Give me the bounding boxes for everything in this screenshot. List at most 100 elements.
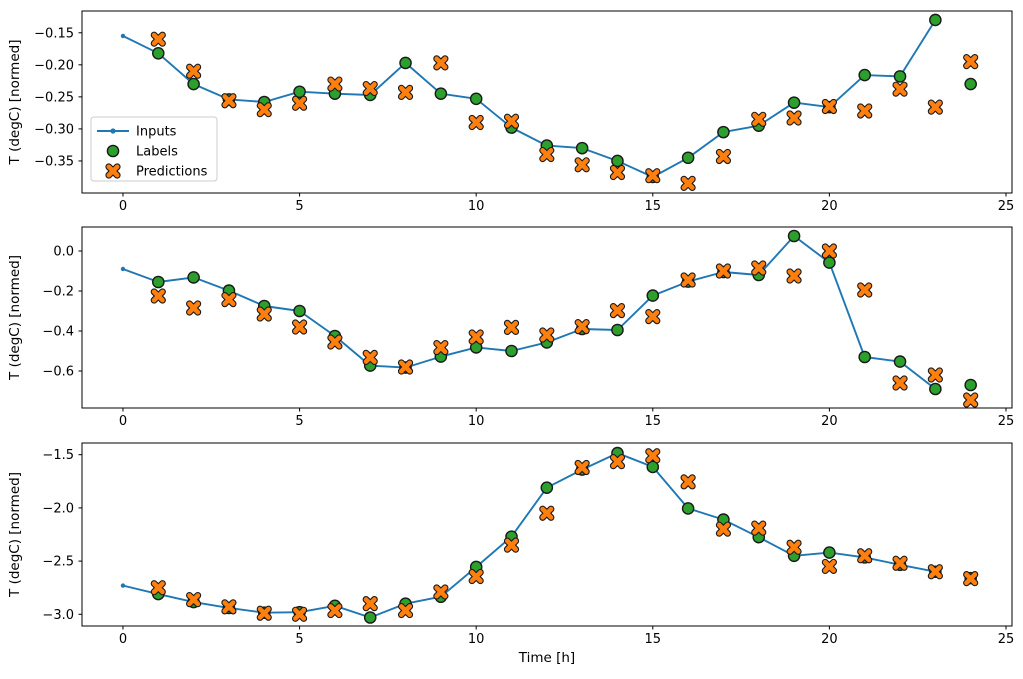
prediction-x-marker-fill bbox=[646, 449, 660, 463]
prediction-x-marker-fill bbox=[434, 585, 448, 599]
prediction-x-marker-fill bbox=[222, 94, 236, 108]
y-tick-label: −0.2 bbox=[42, 285, 74, 300]
label-circle-marker bbox=[858, 68, 872, 82]
predictions-scatter bbox=[150, 31, 979, 191]
y-axis-label: T (degC) [normed] bbox=[7, 255, 23, 381]
y-tick-label: −0.4 bbox=[42, 325, 74, 340]
prediction-x-marker-fill bbox=[505, 538, 519, 552]
prediction-x-marker-fill bbox=[293, 96, 307, 110]
prediction-x-marker-fill bbox=[681, 273, 695, 287]
x-axis-ticks: 0 5 10 15 20 25 bbox=[119, 626, 1014, 647]
prediction-x-marker-fill bbox=[893, 376, 907, 390]
prediction-x-marker-fill bbox=[822, 99, 836, 113]
legend-item-label: Predictions bbox=[136, 165, 208, 180]
prediction-x-marker-fill bbox=[681, 475, 695, 489]
label-circle-marker bbox=[681, 502, 695, 515]
prediction-x-marker-fill bbox=[716, 522, 730, 536]
prediction-x-marker-fill bbox=[257, 103, 271, 117]
prediction-x-marker-fill bbox=[187, 593, 201, 607]
prediction-x-marker-fill bbox=[505, 114, 519, 128]
label-circle-marker bbox=[929, 13, 942, 27]
plot-border bbox=[81, 442, 1013, 627]
prediction-x-marker-fill bbox=[575, 320, 589, 334]
labels-scatter bbox=[151, 446, 977, 624]
prediction-x-marker-fill bbox=[928, 565, 942, 579]
prediction-x-marker-fill bbox=[681, 176, 695, 190]
label-circle-marker bbox=[893, 70, 907, 83]
x-tick-label: 15 bbox=[645, 632, 662, 647]
prediction-x-marker-fill bbox=[151, 289, 165, 303]
label-circle-marker bbox=[893, 355, 907, 368]
prediction-x-marker-fill bbox=[399, 85, 413, 99]
x-axis-label: Time [h] bbox=[518, 650, 575, 666]
prediction-x-marker-fill bbox=[610, 304, 624, 318]
y-axis-label: T (degC) [normed] bbox=[7, 472, 23, 598]
label-circle-marker bbox=[964, 77, 977, 91]
label-circle-marker bbox=[540, 481, 554, 494]
label-circle-marker bbox=[151, 275, 165, 289]
x-tick-label: 25 bbox=[998, 199, 1015, 214]
prediction-x-marker-fill bbox=[610, 165, 624, 179]
label-circle-marker bbox=[823, 546, 836, 559]
label-circle-marker bbox=[151, 46, 165, 60]
prediction-x-marker-fill bbox=[469, 570, 483, 584]
prediction-x-marker-fill bbox=[151, 32, 165, 46]
prediction-x-marker-fill bbox=[893, 556, 907, 570]
prediction-x-marker-fill bbox=[752, 521, 766, 535]
x-axis-ticks: 0 5 10 15 20 25 bbox=[119, 193, 1014, 214]
inputs-polyline bbox=[122, 19, 937, 178]
label-circle-marker bbox=[646, 460, 660, 474]
label-circle-marker bbox=[787, 229, 801, 243]
prediction-x-marker-fill bbox=[399, 604, 413, 618]
prediction-x-marker-fill bbox=[363, 597, 377, 611]
inputs-polyline bbox=[122, 452, 936, 619]
prediction-x-marker-fill bbox=[928, 368, 942, 382]
y-axis-ticks: −0.15 −0.20 −0.25 −0.30 −0.35 bbox=[34, 26, 82, 169]
input-dot-marker bbox=[120, 583, 126, 588]
x-tick-label: 0 bbox=[119, 632, 127, 647]
label-circle-marker bbox=[929, 382, 942, 396]
y-tick-label: −0.20 bbox=[34, 58, 74, 73]
label-circle-marker bbox=[293, 85, 306, 99]
prediction-x-marker-fill bbox=[469, 116, 483, 130]
label-circle-marker bbox=[823, 256, 836, 269]
label-circle-marker bbox=[399, 56, 412, 70]
label-circle-marker bbox=[434, 87, 448, 100]
prediction-x-marker-fill bbox=[646, 310, 660, 324]
legend-item-labels: Labels bbox=[106, 145, 178, 160]
x-tick-label: 0 bbox=[119, 414, 127, 429]
x-tick-label: 25 bbox=[998, 632, 1015, 647]
label-circle-marker bbox=[787, 96, 801, 109]
prediction-x-marker-fill bbox=[964, 572, 978, 586]
label-circle-marker bbox=[646, 289, 660, 302]
y-tick-label: −0.6 bbox=[42, 365, 74, 380]
prediction-x-marker-fill bbox=[328, 604, 342, 618]
prediction-x-marker-fill bbox=[964, 55, 978, 69]
y-tick-label: −0.35 bbox=[34, 154, 74, 169]
subplot-3: −1.5 −2.0 −2.5 −3.0 0 5 10 15 20 25 T (degC) [norm… bbox=[7, 442, 1014, 647]
legend: Inputs Labels Predictions bbox=[90, 116, 218, 182]
x-tick-label: 10 bbox=[468, 632, 485, 647]
prediction-x-marker-fill bbox=[716, 264, 730, 278]
input-dot-marker bbox=[120, 33, 126, 39]
prediction-x-marker-fill bbox=[822, 244, 836, 258]
label-circle-marker bbox=[681, 151, 695, 165]
prediction-x-marker-fill bbox=[540, 148, 554, 162]
label-circle-marker bbox=[363, 611, 377, 624]
label-circle-marker bbox=[505, 344, 518, 358]
x-tick-label: 0 bbox=[119, 199, 127, 214]
prediction-x-marker-fill bbox=[752, 112, 766, 126]
legend-box bbox=[90, 116, 218, 182]
prediction-x-marker-fill bbox=[858, 104, 872, 118]
plot-border bbox=[81, 10, 1013, 194]
prediction-x-marker-fill bbox=[858, 549, 872, 563]
prediction-x-marker-fill bbox=[646, 169, 660, 183]
prediction-x-marker-fill bbox=[328, 335, 342, 349]
y-tick-label: −0.30 bbox=[34, 122, 74, 137]
label-circle-marker bbox=[469, 92, 483, 106]
subplot-2: 0.0 −0.2 −0.4 −0.6 0 5 10 15 20 25 T (degC) [norme… bbox=[7, 226, 1014, 429]
prediction-x-marker-fill bbox=[787, 540, 801, 554]
prediction-x-marker-fill bbox=[187, 64, 201, 78]
prediction-x-marker-fill bbox=[222, 293, 236, 307]
